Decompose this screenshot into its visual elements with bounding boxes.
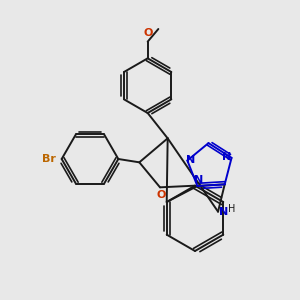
Text: N: N — [222, 152, 232, 162]
Text: O: O — [144, 28, 153, 38]
Text: N: N — [219, 207, 229, 217]
Text: O: O — [157, 190, 166, 200]
Text: H: H — [228, 204, 235, 214]
Text: N: N — [194, 175, 204, 185]
Text: Br: Br — [42, 154, 56, 164]
Text: N: N — [186, 154, 195, 164]
